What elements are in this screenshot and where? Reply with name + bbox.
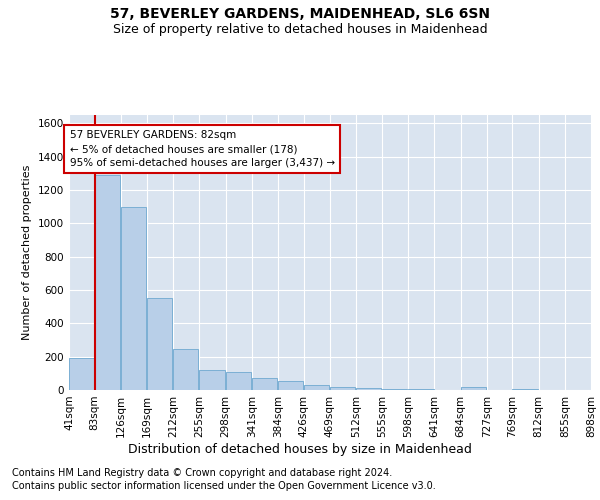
Bar [382, 389, 407, 390]
Text: Distribution of detached houses by size in Maidenhead: Distribution of detached houses by size … [128, 442, 472, 456]
Bar [512, 389, 538, 390]
Bar [226, 372, 251, 390]
Bar [408, 389, 434, 390]
Bar [329, 386, 355, 390]
Bar [95, 175, 120, 390]
Text: 57 BEVERLEY GARDENS: 82sqm
← 5% of detached houses are smaller (178)
95% of semi: 57 BEVERLEY GARDENS: 82sqm ← 5% of detac… [70, 130, 335, 168]
Bar [199, 370, 224, 390]
Text: Contains HM Land Registry data © Crown copyright and database right 2024.: Contains HM Land Registry data © Crown c… [12, 468, 392, 477]
Text: Size of property relative to detached houses in Maidenhead: Size of property relative to detached ho… [113, 22, 487, 36]
Bar [121, 206, 146, 390]
Text: 57, BEVERLEY GARDENS, MAIDENHEAD, SL6 6SN: 57, BEVERLEY GARDENS, MAIDENHEAD, SL6 6S… [110, 8, 490, 22]
Y-axis label: Number of detached properties: Number of detached properties [22, 165, 32, 340]
Bar [69, 358, 94, 390]
Text: Contains public sector information licensed under the Open Government Licence v3: Contains public sector information licen… [12, 481, 436, 491]
Bar [461, 386, 486, 390]
Bar [356, 388, 381, 390]
Bar [252, 378, 277, 390]
Bar [147, 298, 172, 390]
Bar [278, 381, 303, 390]
Bar [173, 349, 199, 390]
Bar [304, 385, 329, 390]
